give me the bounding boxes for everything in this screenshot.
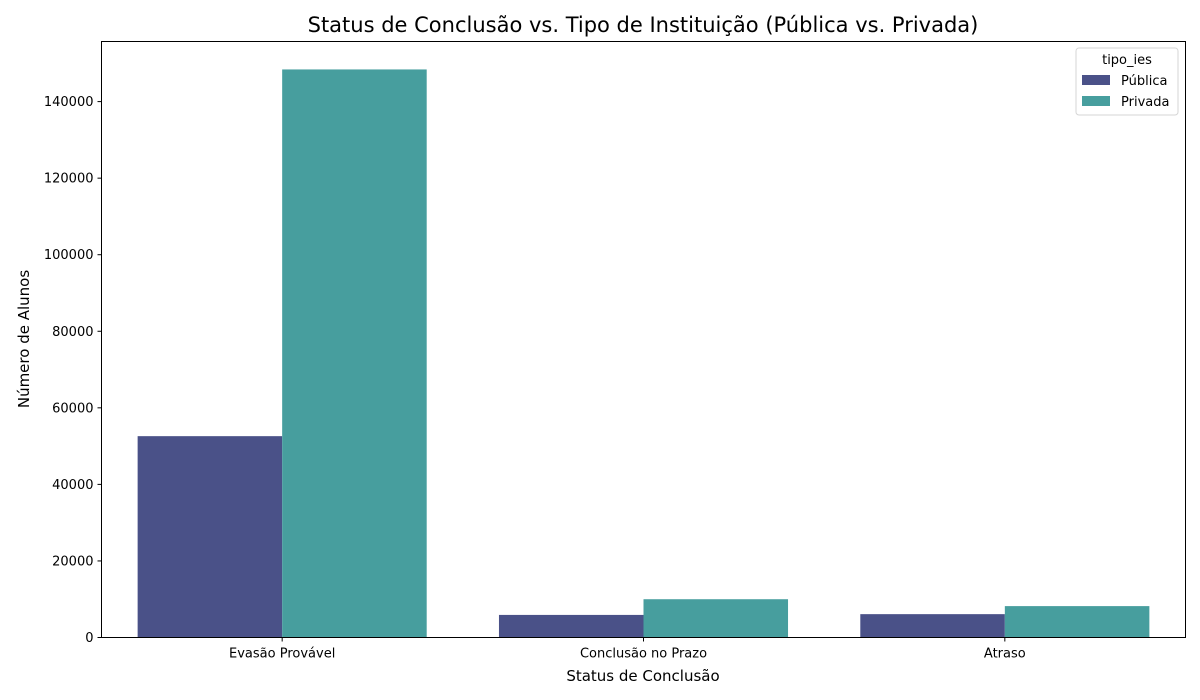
legend-swatch-publica	[1082, 75, 1110, 85]
bar-atraso-publica	[860, 614, 1005, 638]
bar-conclusao-no-prazo-publica	[498, 614, 644, 638]
y-tick-label-60000: 60000	[52, 401, 93, 416]
y-tick-label-100000: 100000	[44, 248, 94, 263]
legend-swatch-privada	[1082, 96, 1110, 106]
legend: tipo_ies Pública Privada	[1075, 47, 1179, 116]
y-tick-label-0: 0	[85, 631, 93, 646]
y-tick-label-20000: 20000	[52, 554, 93, 569]
bar-conclusao-no-prazo-privada	[643, 599, 789, 638]
y-tick-label-120000: 120000	[44, 172, 94, 187]
y-axis: 0 20000 40000 60000 80000 100000 120000 140000	[44, 95, 102, 646]
legend-label-publica: Pública	[1121, 74, 1167, 89]
x-tick-label-atraso: Atraso	[984, 647, 1026, 662]
x-tick-label-evasao-provavel: Evasão Provável	[229, 647, 335, 662]
y-tick-label-80000: 80000	[52, 325, 93, 340]
x-tick-label-conclusao-no-prazo: Conclusão no Prazo	[580, 647, 707, 662]
bar-evasao-provavel-privada	[282, 69, 427, 638]
bar-atraso-privada	[1004, 606, 1150, 638]
y-tick-label-40000: 40000	[52, 478, 93, 493]
bar-evasao-provavel-publica	[137, 436, 283, 638]
y-tick-label-140000: 140000	[44, 95, 94, 110]
x-axis-label: Status de Conclusão	[566, 667, 719, 685]
legend-title: tipo_ies	[1102, 53, 1152, 68]
legend-label-privada: Privada	[1121, 95, 1169, 110]
bars-layer	[137, 69, 1150, 638]
y-axis-label: Número de Alunos	[15, 270, 33, 408]
chart-title: Status de Conclusão vs. Tipo de Institui…	[308, 13, 979, 37]
x-axis: Evasão Provável Conclusão no Prazo Atraso	[229, 637, 1026, 662]
